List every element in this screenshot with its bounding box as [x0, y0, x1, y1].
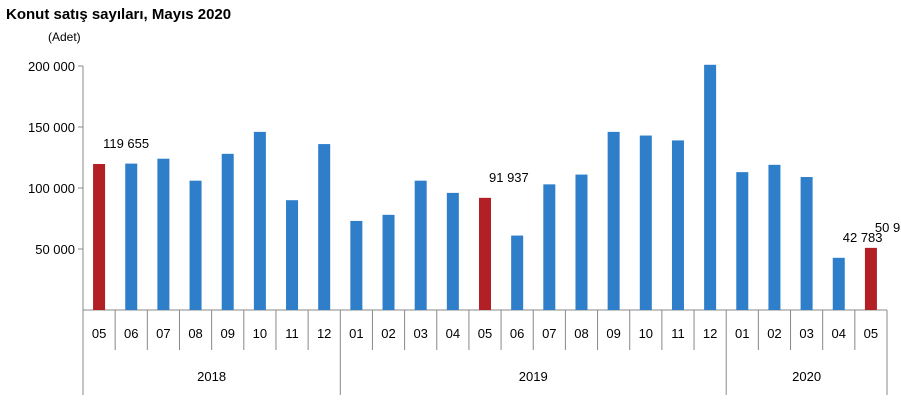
- bar: [382, 214, 395, 310]
- x-tick-label: 03: [413, 326, 427, 341]
- bar: [800, 177, 813, 310]
- x-tick-label: 12: [317, 326, 331, 341]
- x-tick-label: 05: [478, 326, 492, 341]
- bar: [93, 164, 106, 310]
- x-tick-label: 02: [381, 326, 395, 341]
- bar: [253, 131, 266, 310]
- bar: [125, 163, 138, 310]
- data-label: 119 655: [103, 136, 149, 151]
- y-tick-label: 100 000: [28, 181, 75, 196]
- bar: [736, 172, 749, 310]
- x-tick-label: 07: [542, 326, 556, 341]
- x-tick-label: 12: [703, 326, 717, 341]
- data-label: 42 783: [843, 230, 883, 245]
- unit-label: (Adet): [48, 30, 81, 44]
- y-tick-label: 50 000: [35, 242, 75, 257]
- x-tick-label: 06: [124, 326, 138, 341]
- x-tick-label: 04: [832, 326, 846, 341]
- bar: [286, 200, 299, 310]
- x-tick-label: 05: [92, 326, 106, 341]
- x-tick-label: 02: [767, 326, 781, 341]
- year-label: 2020: [792, 369, 821, 384]
- y-tick-label: 150 000: [28, 120, 75, 135]
- x-tick-label: 08: [574, 326, 588, 341]
- bar: [318, 144, 331, 310]
- bar: [221, 153, 234, 310]
- bar: [350, 220, 363, 310]
- x-tick-label: 01: [349, 326, 363, 341]
- x-tick-label: 03: [799, 326, 813, 341]
- x-tick-label: 04: [446, 326, 460, 341]
- x-tick-label: 10: [253, 326, 267, 341]
- bar: [511, 235, 524, 310]
- data-label: 50 936: [875, 220, 901, 235]
- x-tick-label: 05: [864, 326, 878, 341]
- x-tick-label: 08: [188, 326, 202, 341]
- y-tick-label: 200 000: [28, 59, 75, 74]
- x-tick-label: 09: [220, 326, 234, 341]
- x-tick-label: 10: [639, 326, 653, 341]
- bar: [479, 197, 491, 310]
- bar: [446, 192, 459, 310]
- chart-title: Konut satış sayıları, Mayıs 2020: [6, 6, 232, 23]
- year-label: 2018: [197, 369, 226, 384]
- bar: [575, 174, 588, 310]
- x-tick-label: 09: [606, 326, 620, 341]
- x-tick-label: 06: [510, 326, 524, 341]
- year-label: 2019: [519, 369, 548, 384]
- x-tick-label: 07: [156, 326, 170, 341]
- x-tick-label: 01: [735, 326, 749, 341]
- bar: [157, 158, 170, 310]
- bar: [414, 180, 427, 310]
- bar: [189, 180, 202, 310]
- bar: [704, 64, 717, 310]
- x-tick-label: 11: [285, 326, 299, 341]
- data-label: 91 937: [489, 170, 529, 185]
- bar: [671, 140, 684, 310]
- bar: [639, 135, 652, 310]
- bar: [543, 184, 556, 310]
- bar: [864, 247, 877, 310]
- x-tick-label: 11: [671, 326, 685, 341]
- bar: [768, 164, 781, 310]
- bar: [607, 131, 620, 310]
- bar: [832, 257, 845, 310]
